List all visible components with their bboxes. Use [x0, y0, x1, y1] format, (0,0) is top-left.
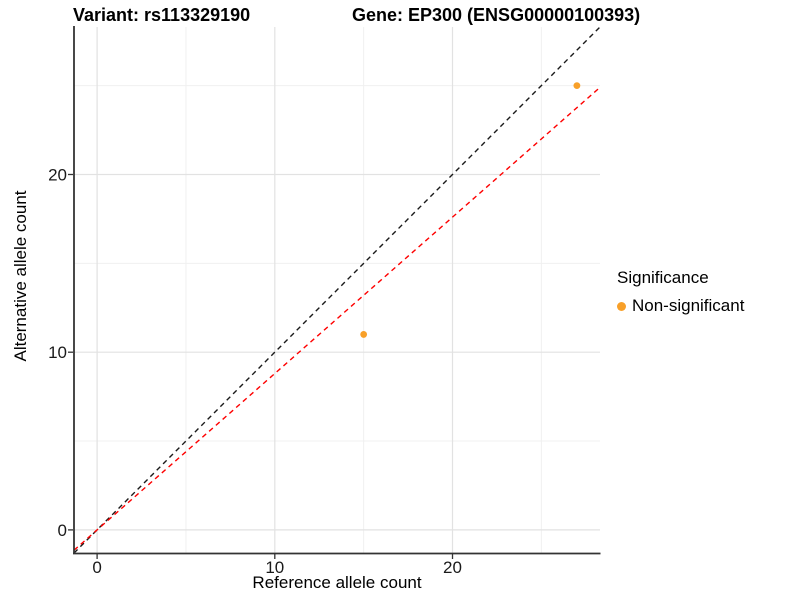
legend-item-non-significant: Non-significant [617, 296, 744, 316]
data-points [360, 82, 581, 338]
legend-title: Significance [617, 268, 709, 287]
reference-lines [74, 27, 600, 553]
data-point [360, 331, 368, 338]
y-tick-label: 10 [48, 343, 67, 362]
point-marker-icon [617, 301, 626, 311]
x-tick-label: 10 [265, 558, 284, 577]
tick-labels: 0 10 20 0 10 20 [48, 165, 462, 577]
gene-title: Gene: EP300 (ENSG00000100393) [352, 5, 641, 25]
minor-gridlines [74, 27, 600, 553]
x-tick-label: 0 [92, 558, 101, 577]
y-axis-title: Alternative allele count [11, 190, 30, 362]
identity-line [74, 27, 600, 553]
legend: Significance Non-significant [617, 268, 744, 316]
y-tick-label: 0 [58, 521, 67, 540]
x-axis-title: Reference allele count [252, 573, 422, 592]
major-gridlines [74, 27, 600, 553]
variant-title: Variant: rs113329190 [73, 5, 251, 25]
data-point [573, 82, 581, 90]
x-tick-label: 20 [443, 558, 462, 577]
axis-ticks [68, 173, 454, 559]
legend-item-label: Non-significant [632, 296, 745, 315]
fitted-ratio-line [74, 86, 600, 551]
y-tick-label: 20 [48, 165, 67, 184]
